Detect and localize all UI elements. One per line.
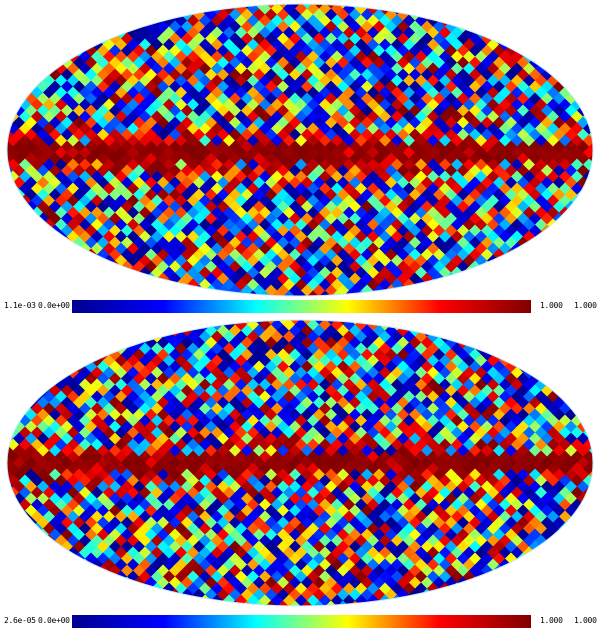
mollweide-map-1 [6,3,594,297]
colorbar-row-2: 2.6e-05 0.0e+00 1.000 1.000 [0,614,600,630]
colorbar-2 [72,615,531,628]
colorbar-min-label: 1.1e-03 [4,301,36,310]
colorbar-zero-label: 0.0e+00 [38,616,70,625]
colorbar-row-1: 1.1e-03 0.0e+00 1.000 1.000 [0,299,600,315]
colorbar-min-label: 2.6e-05 [4,616,36,625]
colorbar-end-label: 1.000 [574,616,597,625]
map-pixels [7,320,593,606]
map-pixels [7,4,593,296]
sky-map-panel-2: 2.6e-05 0.0e+00 1.000 1.000 [0,318,600,631]
colorbar-end-label: 1.000 [574,301,597,310]
mollweide-map-2 [6,319,594,607]
colorbar-max-label: 1.000 [540,616,563,625]
colorbar-zero-label: 0.0e+00 [38,301,70,310]
colorbar-max-label: 1.000 [540,301,563,310]
colorbar-1 [72,300,531,313]
sky-map-panel-1: 1.1e-03 0.0e+00 1.000 1.000 [0,3,600,315]
map-outline [6,319,594,607]
map-outline [6,3,594,297]
